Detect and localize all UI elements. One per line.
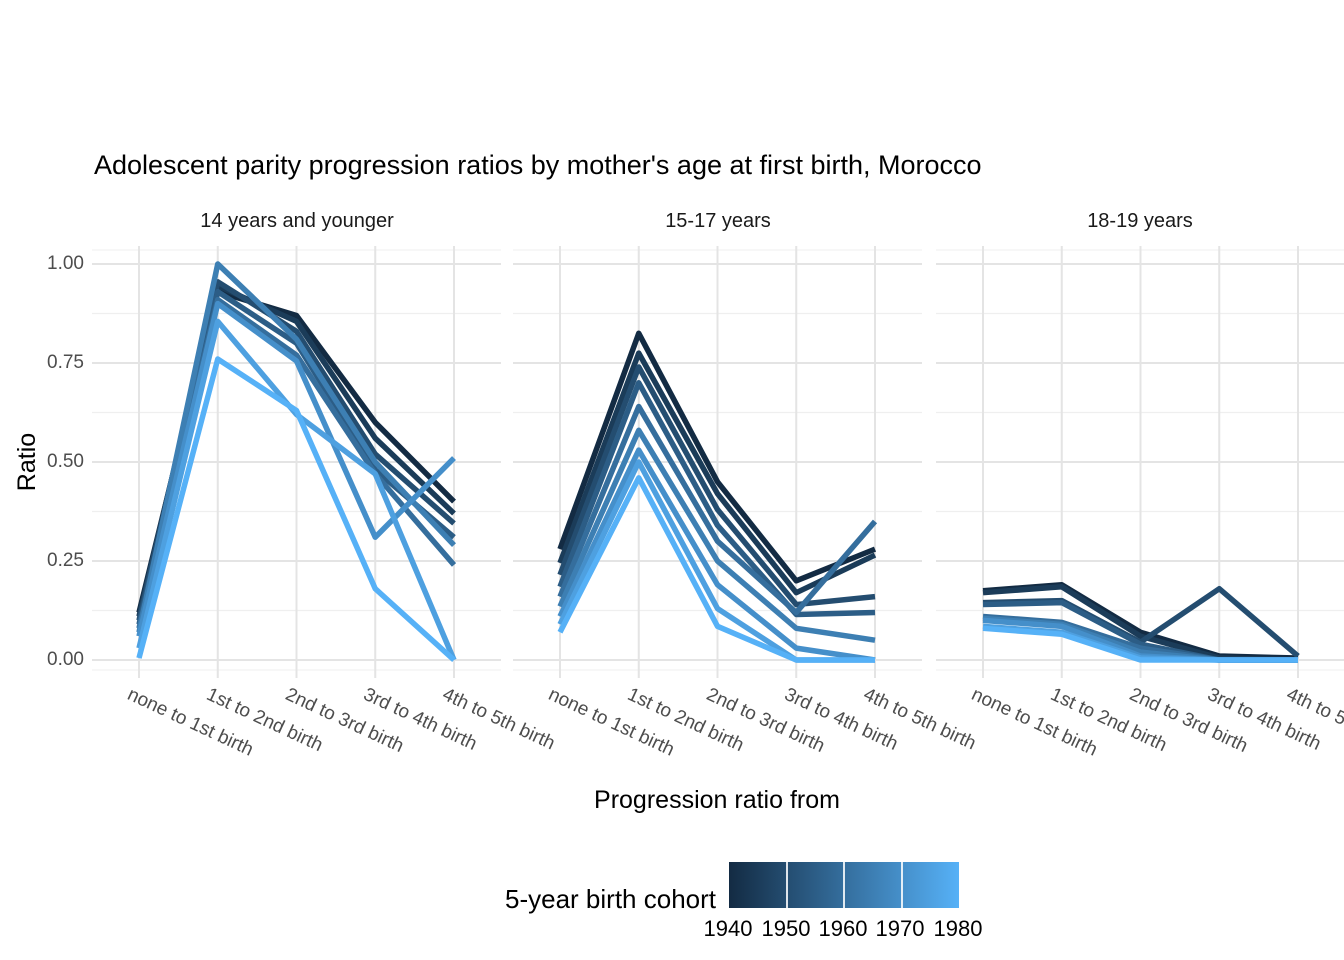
series-line-cohort-1965: [557, 427, 876, 643]
legend-title: 5-year birth cohort: [505, 884, 716, 914]
facet-label-15-17: 15-17 years: [665, 210, 771, 232]
y-tick-label: 0.25: [47, 550, 84, 571]
series-line-cohort-1980: [136, 356, 456, 663]
colorbar-tick: [843, 862, 845, 908]
series-line-cohort-1980: [982, 625, 1298, 663]
legend-tick-label: 1940: [703, 916, 753, 941]
series-line-cohort-1980: [557, 475, 875, 663]
series-line-cohort-1960: [557, 403, 878, 616]
y-tick-label: 0.75: [47, 352, 84, 373]
y-tick-label: 0.50: [47, 451, 84, 472]
series-line-cohort-1950: [557, 364, 876, 608]
series-line-cohort-1940: [557, 330, 877, 584]
facet-label-14-and-younger: 14 years and younger: [200, 210, 394, 232]
legend-colorbar: [729, 862, 959, 908]
y-tick-label: 0.00: [47, 649, 84, 670]
legend-tick-label: 1950: [761, 916, 811, 941]
series-line-cohort-1970: [136, 300, 456, 637]
series-line-cohort-1965: [136, 261, 456, 633]
series-line-cohort-1955: [557, 380, 876, 618]
colorbar-tick: [901, 862, 903, 908]
facet-label-18-19: 18-19 years: [1087, 210, 1193, 232]
colorbar-tick: [786, 862, 788, 908]
legend-tick-label: 1980: [933, 916, 983, 941]
series-line-cohort-1970: [557, 447, 876, 663]
y-tick-label: 1.00: [47, 253, 84, 274]
legend-tick-label: 1960: [818, 916, 868, 941]
x-axis-title: Progression ratio from: [594, 786, 840, 814]
legend-tick-label: 1970: [875, 916, 925, 941]
page-title: Adolescent parity progression ratios by …: [94, 150, 982, 180]
